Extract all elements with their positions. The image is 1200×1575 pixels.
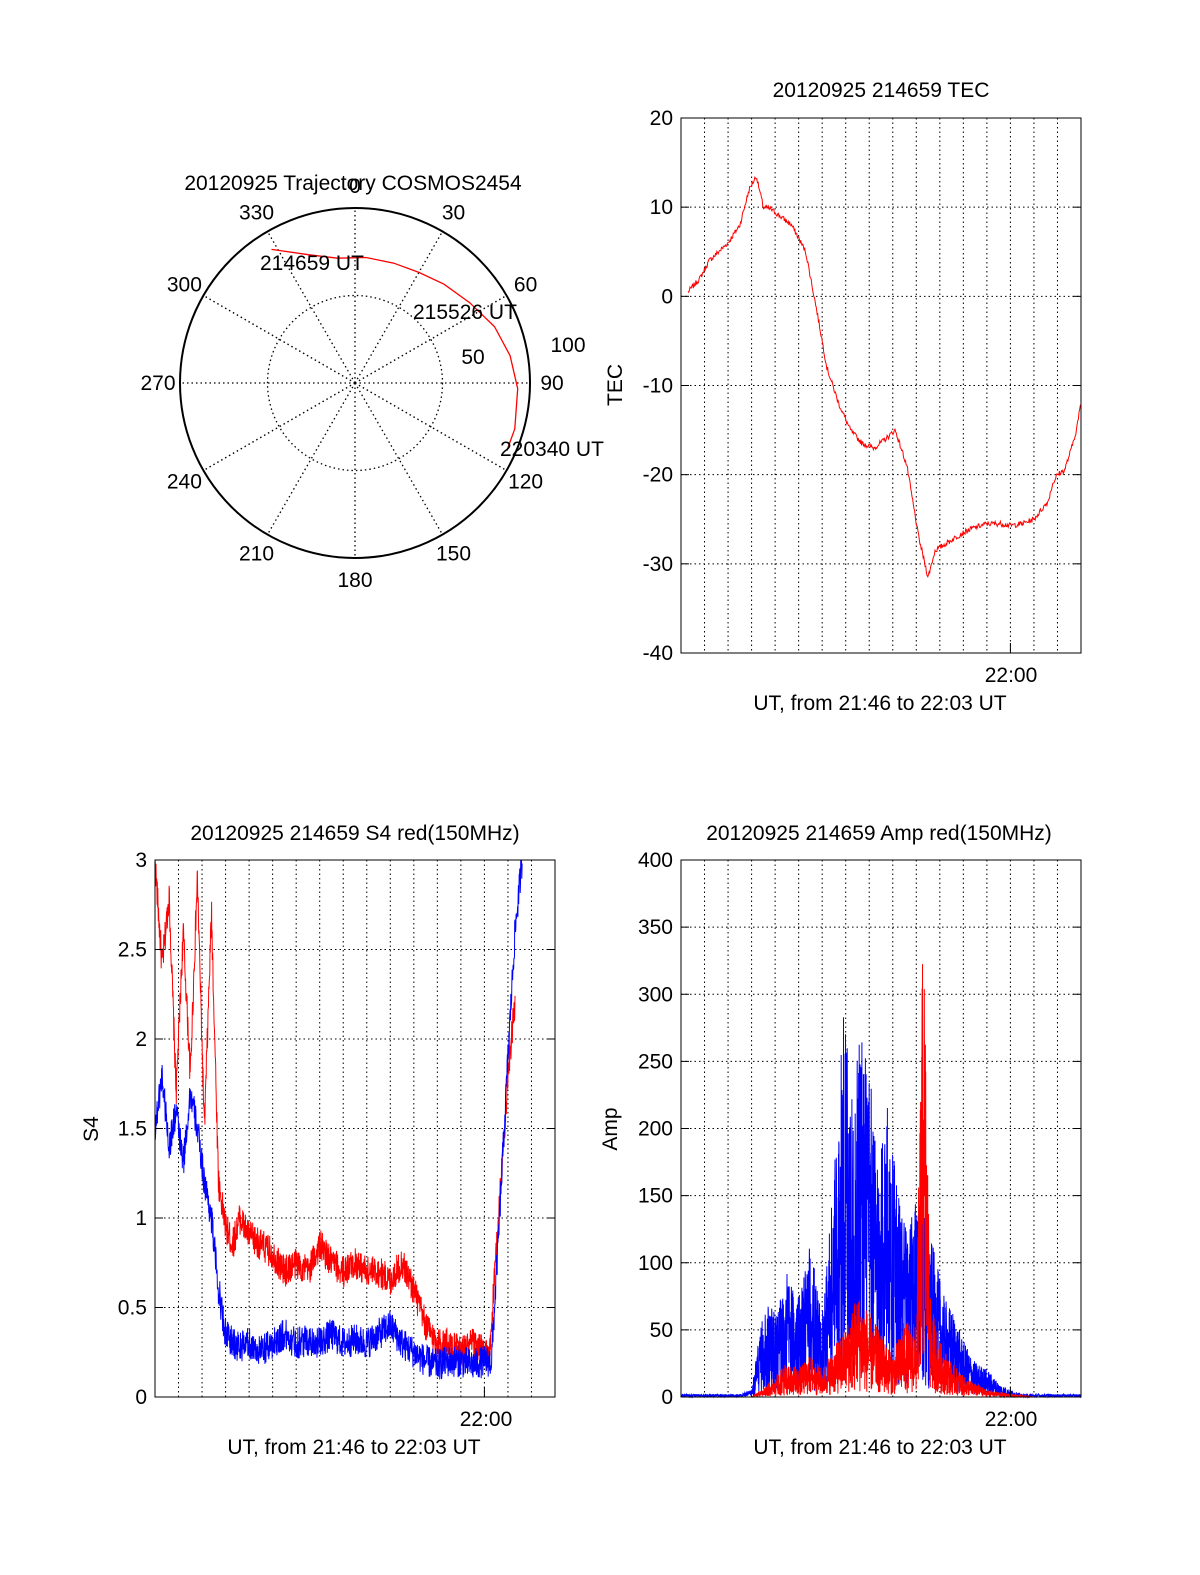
s4-grid	[155, 860, 555, 1397]
ytick-label: 200	[638, 1118, 673, 1141]
ytick-label: 250	[638, 1050, 673, 1073]
s4-series	[154, 859, 523, 1380]
azimuth-label: 120	[508, 471, 543, 494]
polar-grid	[180, 208, 530, 558]
series-line-blue	[154, 859, 523, 1380]
amp-ylabel: Amp	[599, 1107, 622, 1150]
s4-xtick-label: 22:00	[460, 1408, 513, 1431]
tec-ylabel: TEC	[604, 364, 627, 406]
tec-yticks: 20 10 0 -10 -20 -30 -40	[643, 107, 1081, 665]
s4-title: 20120925 214659 S4 red(150MHz)	[190, 822, 519, 845]
azimuth-label: 0	[349, 175, 361, 198]
polar-ring-50	[266, 294, 444, 472]
ytick-label: 2	[135, 1028, 147, 1051]
tec-series	[687, 175, 1082, 578]
ytick-label: 0	[661, 1386, 673, 1409]
s4-chart: 20120925 214659 S4 red(150MHz) 3 2.5 2 1.5 1…	[80, 822, 556, 1459]
s4-ylabel: S4	[80, 1116, 103, 1142]
ytick-label: 3	[135, 849, 147, 872]
azimuth-label: 300	[167, 274, 202, 297]
ytick-label: 2.5	[118, 939, 147, 962]
ytick-label: -30	[643, 553, 673, 576]
ytick-label: 0	[661, 285, 673, 308]
series-line-red	[687, 175, 1082, 578]
polar-spoke	[203, 382, 356, 472]
trajectory-chart: 20120925 Trajectory COSMOS2454 0 30 60 90 12…	[140, 172, 604, 592]
ytick-label: 50	[650, 1319, 673, 1342]
azimuth-label: 330	[239, 201, 274, 224]
ytick-label: -20	[643, 464, 673, 487]
trajectory-track	[271, 248, 519, 451]
ytick-label: 0.5	[118, 1297, 147, 1320]
amp-yticks: 400 350 300 250 200 150 100 50 0	[638, 849, 1081, 1409]
azimuth-label: 60	[514, 274, 537, 297]
ytick-label: 10	[650, 196, 673, 219]
annotation-214659: 214659 UT	[260, 252, 364, 275]
radial-label-100: 100	[550, 334, 585, 357]
ytick-label: 100	[638, 1252, 673, 1275]
azimuth-label: 90	[540, 372, 563, 395]
azimuth-label: 150	[436, 543, 471, 566]
azimuth-label: 270	[140, 372, 175, 395]
ytick-label: 20	[650, 107, 673, 130]
ytick-label: 350	[638, 916, 673, 939]
ytick-label: 1.5	[118, 1118, 147, 1141]
amp-series	[680, 964, 1082, 1399]
amp-xtick-label: 22:00	[985, 1408, 1038, 1431]
s4-xlabel: UT, from 21:46 to 22:03 UT	[227, 1436, 480, 1459]
ytick-label: -40	[643, 642, 673, 665]
polar-outer-circle	[179, 207, 531, 559]
ytick-label: 300	[638, 983, 673, 1006]
azimuth-label: 180	[337, 569, 372, 592]
tec-chart: 20120925 214659 TEC 20 10 0 -10 -20 -30 -40 22…	[604, 79, 1082, 715]
azimuth-labels: 0 30 60 90 120 150 180 210 240 270 300 330	[140, 175, 563, 592]
tec-xlabel: UT, from 21:46 to 22:03 UT	[753, 692, 1006, 715]
amp-title: 20120925 214659 Amp red(150MHz)	[706, 822, 1052, 845]
azimuth-label: 240	[167, 471, 202, 494]
ytick-label: 400	[638, 849, 673, 872]
trajectory-title: 20120925 Trajectory COSMOS2454	[184, 172, 522, 195]
ytick-label: 0	[135, 1386, 147, 1409]
tec-grid	[681, 118, 1081, 653]
azimuth-label: 210	[239, 543, 274, 566]
ytick-label: -10	[643, 375, 673, 398]
ytick-label: 1	[135, 1207, 147, 1230]
annotation-215526: 215526 UT	[413, 301, 517, 324]
amp-xlabel: UT, from 21:46 to 22:03 UT	[753, 1436, 1006, 1459]
amp-grid	[681, 860, 1081, 1397]
tec-title: 20120925 214659 TEC	[773, 79, 990, 102]
azimuth-label: 30	[442, 201, 465, 224]
radial-label-50: 50	[461, 346, 484, 369]
annotation-220340: 220340 UT	[500, 438, 604, 461]
tec-xtick-label: 22:00	[985, 664, 1038, 687]
polar-spoke	[266, 382, 356, 535]
ytick-label: 150	[638, 1185, 673, 1208]
amp-chart: 20120925 214659 Amp red(150MHz) 400 350 30…	[599, 822, 1082, 1459]
s4-yticks: 3 2.5 2 1.5 1 0.5 0	[118, 849, 555, 1409]
